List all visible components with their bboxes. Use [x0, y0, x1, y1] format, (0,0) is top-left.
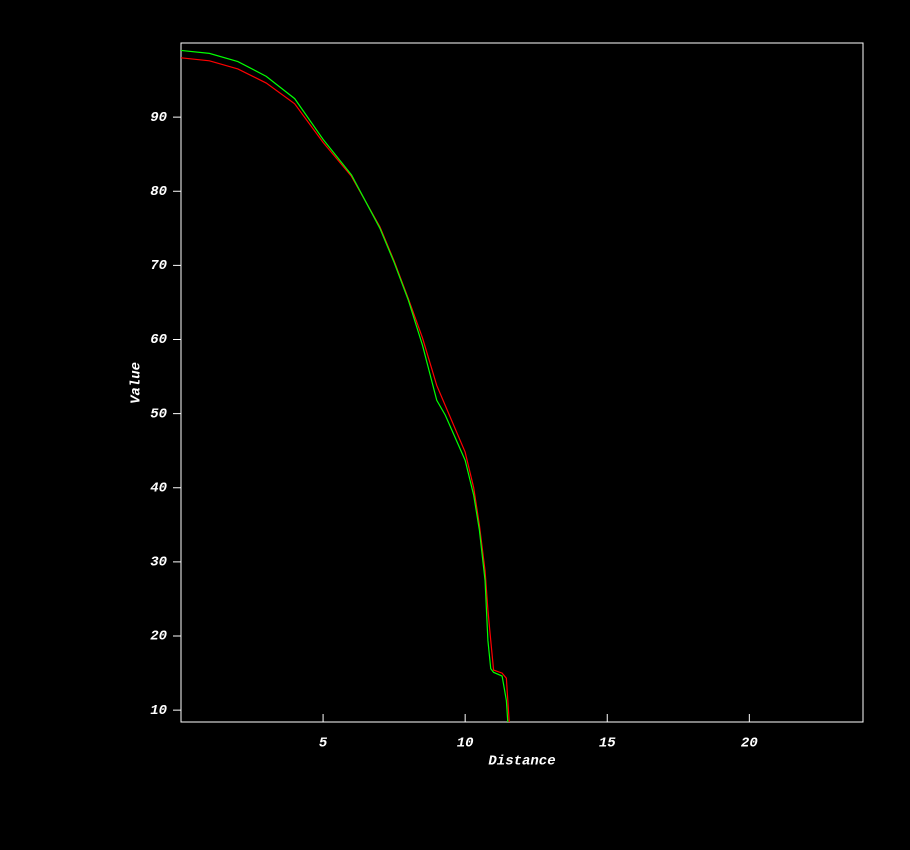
y-tick-label: 90: [150, 110, 167, 126]
y-axis-label: Value: [129, 362, 145, 404]
y-tick-label: 10: [150, 703, 167, 719]
y-tick-label: 50: [150, 406, 167, 422]
x-tick-label: 15: [599, 736, 616, 752]
y-tick-label: 30: [150, 555, 167, 571]
y-tick-label: 80: [150, 184, 167, 200]
x-axis-label: Distance: [488, 754, 555, 770]
y-tick-label: 40: [150, 480, 167, 496]
x-tick-label: 20: [741, 736, 758, 752]
x-tick-label: 10: [457, 736, 474, 752]
y-tick-label: 70: [150, 258, 167, 274]
y-tick-label: 20: [150, 629, 167, 645]
plot-frame: [180, 42, 864, 723]
series-line: [180, 57, 510, 723]
y-tick-label: 60: [150, 332, 167, 348]
x-tick-label: 5: [319, 736, 328, 752]
series-line: [180, 49, 509, 723]
